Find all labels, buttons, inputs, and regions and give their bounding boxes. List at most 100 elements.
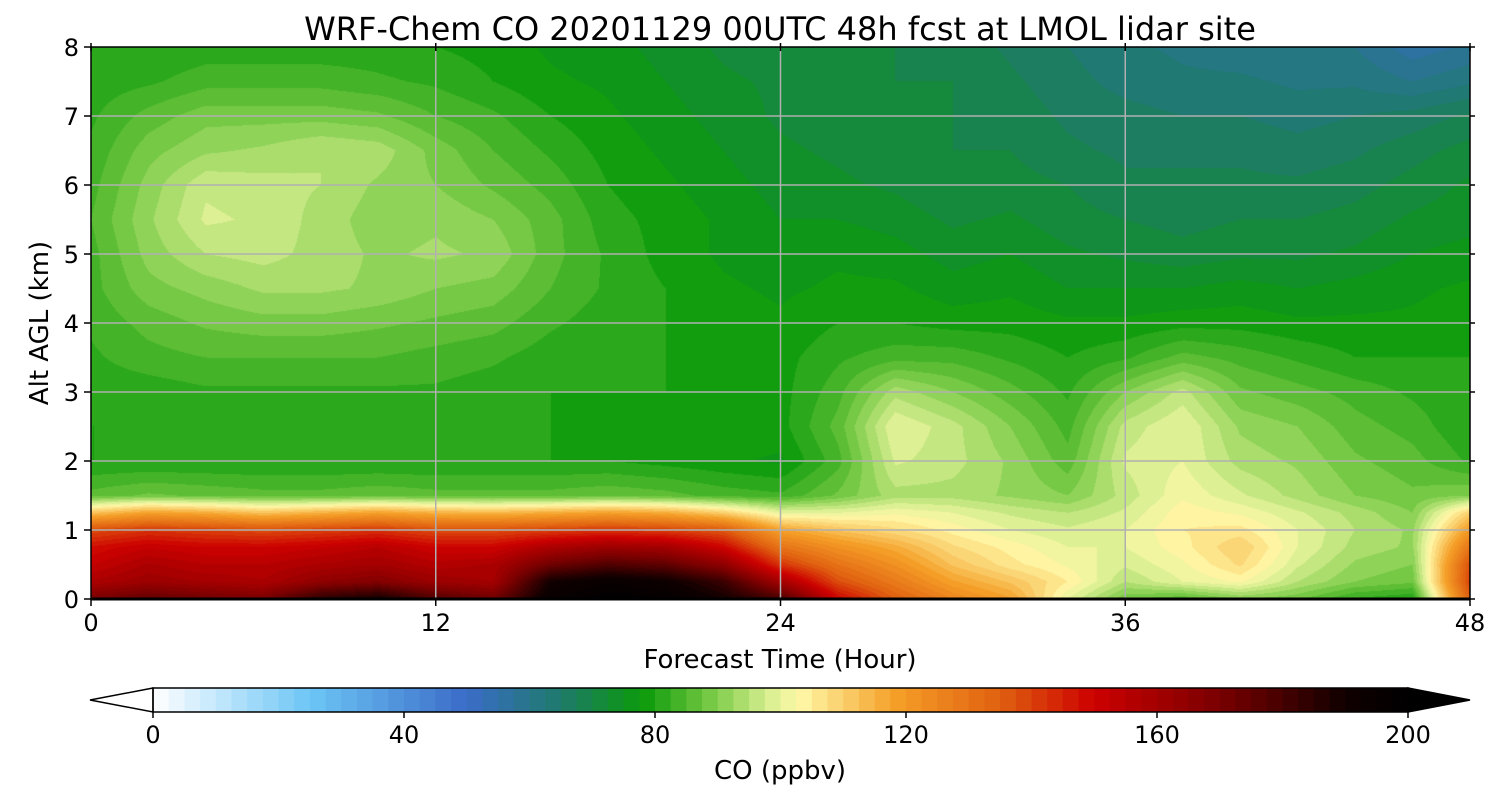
colorbar-segment bbox=[1125, 688, 1142, 712]
colorbar-segment bbox=[623, 688, 640, 712]
colorbar-segment bbox=[937, 688, 954, 712]
colorbar-segment bbox=[1298, 688, 1315, 712]
colorbar-segment bbox=[1157, 688, 1174, 712]
x-tick-label-48: 48 bbox=[1455, 609, 1486, 637]
colorbar-segment bbox=[780, 688, 797, 712]
colorbar-label: CO (ppbv) bbox=[714, 756, 846, 786]
y-tick-label-8: 8 bbox=[64, 34, 79, 62]
colorbar-segment bbox=[592, 688, 609, 712]
y-tick-label-1: 1 bbox=[64, 517, 79, 545]
x-axis-label: Forecast Time (Hour) bbox=[643, 645, 916, 675]
colorbar-segment bbox=[262, 688, 280, 712]
colorbar-segment bbox=[529, 688, 546, 712]
y-tick-label-0: 0 bbox=[64, 586, 79, 614]
colorbar-segment bbox=[184, 688, 201, 712]
colorbar-segment bbox=[1047, 688, 1064, 712]
colorbar-segment bbox=[1376, 688, 1393, 712]
colorbar-segment bbox=[200, 688, 217, 712]
colorbar-segment bbox=[482, 688, 499, 712]
y-tick-label-5: 5 bbox=[64, 241, 79, 269]
colorbar-segment bbox=[921, 688, 938, 712]
colorbar-segment bbox=[1360, 688, 1378, 712]
colorbar-segment bbox=[1204, 688, 1221, 712]
colorbar-segment bbox=[1015, 688, 1033, 712]
colorbar-segment bbox=[874, 688, 891, 712]
x-tick-label-36: 36 bbox=[1110, 609, 1141, 637]
colorbar-segment bbox=[1094, 688, 1111, 712]
colorbar-segment bbox=[545, 688, 562, 712]
colorbar-segment bbox=[1235, 688, 1252, 712]
colorbar-extend-low bbox=[89, 687, 154, 713]
colorbar-segment bbox=[686, 688, 703, 712]
y-axis-label: Alt AGL (km) bbox=[25, 241, 55, 405]
colorbar-segment bbox=[811, 688, 829, 712]
colorbar-segment bbox=[655, 688, 672, 712]
colorbar-segment bbox=[341, 688, 358, 712]
colorbar-segment bbox=[215, 688, 233, 712]
colorbar-segment bbox=[1345, 688, 1362, 712]
colorbar-segment bbox=[498, 688, 515, 712]
colorbar-segment bbox=[607, 688, 625, 712]
colorbar-segment bbox=[466, 688, 484, 712]
colorbar-segment bbox=[1219, 688, 1237, 712]
colorbar-segment bbox=[435, 688, 452, 712]
y-tick-label-7: 7 bbox=[64, 103, 79, 131]
colorbar-segment bbox=[247, 688, 264, 712]
colorbar-segment bbox=[1000, 688, 1017, 712]
x-tick-label-0: 0 bbox=[83, 609, 98, 637]
colorbar-segment bbox=[451, 688, 468, 712]
colorbar-segment bbox=[1031, 688, 1048, 712]
y-tick-label-4: 4 bbox=[64, 310, 79, 338]
colorbar-segment bbox=[388, 688, 405, 712]
colorbar-segment bbox=[906, 688, 923, 712]
colorbar-segment bbox=[1329, 688, 1346, 712]
colorbar-segment bbox=[576, 688, 593, 712]
colorbar-segment bbox=[1251, 688, 1268, 712]
colorbar-segment bbox=[1188, 688, 1205, 712]
colorbar-segment bbox=[325, 688, 342, 712]
colorbar-segment bbox=[827, 688, 844, 712]
colorbar-segment bbox=[749, 688, 766, 712]
colorbar-segment bbox=[404, 688, 421, 712]
colorbar-segment bbox=[733, 688, 750, 712]
y-tick-label-6: 6 bbox=[64, 172, 79, 200]
colorbar-segment bbox=[1078, 688, 1095, 712]
colorbar-segment bbox=[278, 688, 295, 712]
colorbar-tick-label-40: 40 bbox=[389, 721, 420, 749]
colorbar-segment bbox=[560, 688, 578, 712]
colorbar-segment bbox=[153, 688, 170, 712]
colorbar-segment bbox=[168, 688, 185, 712]
colorbar-segment bbox=[1313, 688, 1331, 712]
colorbar-segment bbox=[717, 688, 735, 712]
x-tick-label-24: 24 bbox=[765, 609, 796, 637]
colorbar-segment bbox=[1062, 688, 1080, 712]
colorbar-frame bbox=[152, 687, 1409, 713]
colorbar-segment bbox=[513, 688, 531, 712]
colorbar-segment bbox=[1392, 688, 1409, 712]
colorbar-segment bbox=[796, 688, 813, 712]
chart-title: WRF-Chem CO 20201129 00UTC 48h fcst at L… bbox=[304, 10, 1256, 48]
colorbar-segment bbox=[702, 688, 719, 712]
colorbar-segment bbox=[953, 688, 970, 712]
colorbar-segment bbox=[1109, 688, 1127, 712]
colorbar-segment bbox=[984, 688, 1001, 712]
colorbar-segment bbox=[356, 688, 374, 712]
colorbar-segment bbox=[639, 688, 656, 712]
colorbar-segment bbox=[1141, 688, 1158, 712]
colorbar-segment bbox=[843, 688, 860, 712]
colorbar-tick-label-200: 200 bbox=[1385, 721, 1431, 749]
colorbar-segment bbox=[419, 688, 436, 712]
colorbar-segment bbox=[1172, 688, 1189, 712]
colorbar-segment bbox=[1282, 688, 1299, 712]
y-tick-label-2: 2 bbox=[64, 448, 79, 476]
colorbar-segment bbox=[670, 688, 687, 712]
colorbar-segment bbox=[1266, 688, 1284, 712]
colorbar: 0 40 80 120 160 200 bbox=[89, 687, 1471, 749]
colorbar-segment bbox=[764, 688, 782, 712]
colorbar-segment bbox=[231, 688, 248, 712]
colorbar-tick-label-0: 0 bbox=[145, 721, 160, 749]
grid-lines bbox=[91, 47, 1470, 599]
colorbar-tick-label-80: 80 bbox=[640, 721, 671, 749]
